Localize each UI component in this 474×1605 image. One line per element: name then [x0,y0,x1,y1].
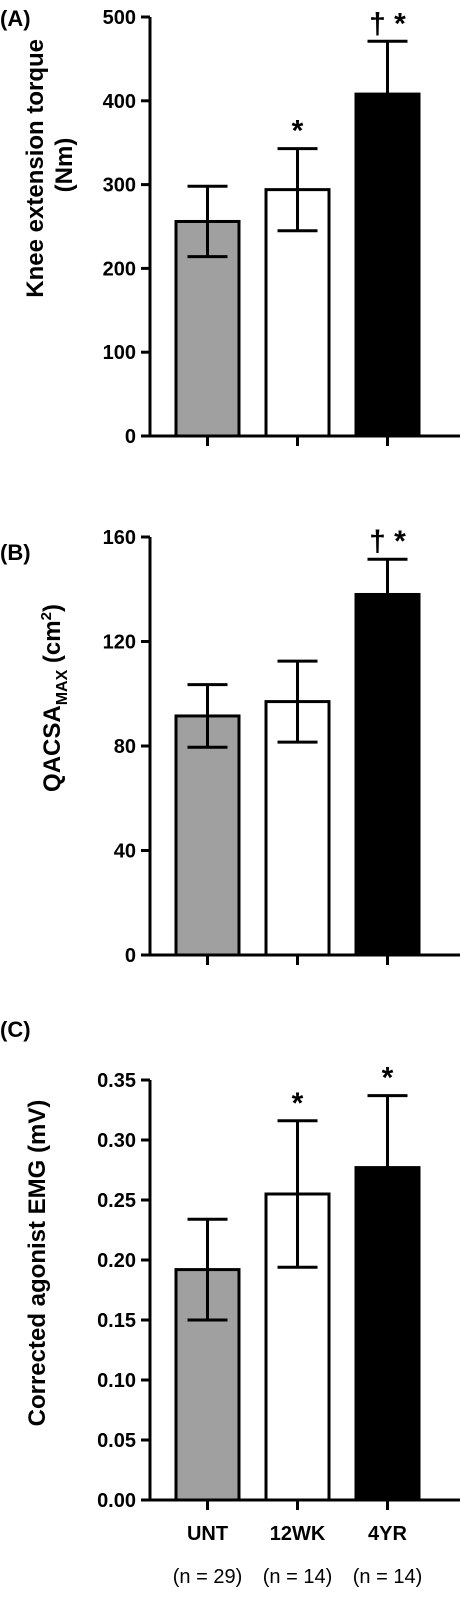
x-tick-label: UNT [187,1523,228,1545]
y-tick-label: 160 [103,527,136,549]
sample-size-label: (n = 14) [263,1566,332,1588]
y-tick-label: 0.20 [97,1250,136,1272]
y-tick-label: 0 [125,945,136,967]
y-tick-label: 200 [103,258,136,280]
bar-12wk [264,188,331,438]
y-tick-label: 0.00 [97,1490,136,1512]
y-axis-label-b-post: ) [39,604,66,612]
sample-size-label: (n = 29) [173,1566,242,1588]
significance-marker: * [292,115,304,148]
y-tick-label: 100 [103,342,136,364]
panel-b: (B) QACSAMAX (cm2) 0 40 80 120 160 † * [0,525,460,967]
y-tick-label: 0.30 [97,1130,136,1152]
y-tick-label: 120 [103,632,136,654]
y-tick-label: 0.10 [97,1370,136,1392]
panel-label-a: (A) [0,6,31,31]
y-tick-label: 0.25 [97,1190,136,1212]
y-tick-label: 0.35 [97,1070,136,1092]
significance-marker: † * [369,525,406,558]
y-axis-label-a-line2: (Nm) [51,138,78,193]
x-tick-label: 12WK [270,1523,326,1545]
y-tick-label: 0 [125,426,136,448]
bar-4yr [354,592,421,957]
y-axis-label-a: Knee extension torque (Nm) [22,32,78,297]
panel-a: (A) Knee extension torque (Nm) 0 100 200 30… [0,6,460,448]
y-tick-label: 500 [103,7,136,29]
sample-size-label: (n = 14) [353,1566,422,1588]
y-tick-label: 300 [103,175,136,197]
significance-marker: * [292,1087,304,1120]
x-tick-label: 4YR [368,1523,407,1545]
y-tick-label: 0.05 [97,1430,136,1452]
y-tick-label: 40 [114,841,136,863]
y-tick-label: 0.15 [97,1310,136,1332]
y-axis-label-a-line1: Knee extension torque [22,39,49,298]
y-tick-label: 80 [114,736,136,758]
bar-12wk [264,700,331,957]
y-axis-label-b-sub: MAX [54,669,71,705]
significance-marker: * [382,1062,394,1095]
panel-c: (C) Corrected agonist EMG (mV) 0.00 0.05 0… [0,1017,460,1588]
y-axis-label-b-pre: (cm [39,620,66,669]
panel-label-b: (B) [0,540,31,565]
y-axis-label-b-main: QACSA [39,705,66,792]
y-axis-label-c: Corrected agonist EMG (mV) [24,1100,51,1427]
y-tick-label: 400 [103,91,136,113]
y-axis-label-b: QACSAMAX (cm2) [38,604,71,792]
bar-unt [174,714,241,957]
significance-marker: † * [369,7,406,40]
y-axis-label-b-sup: 2 [38,612,55,620]
panel-label-c: (C) [0,1017,31,1042]
bar-4yr [354,92,421,438]
